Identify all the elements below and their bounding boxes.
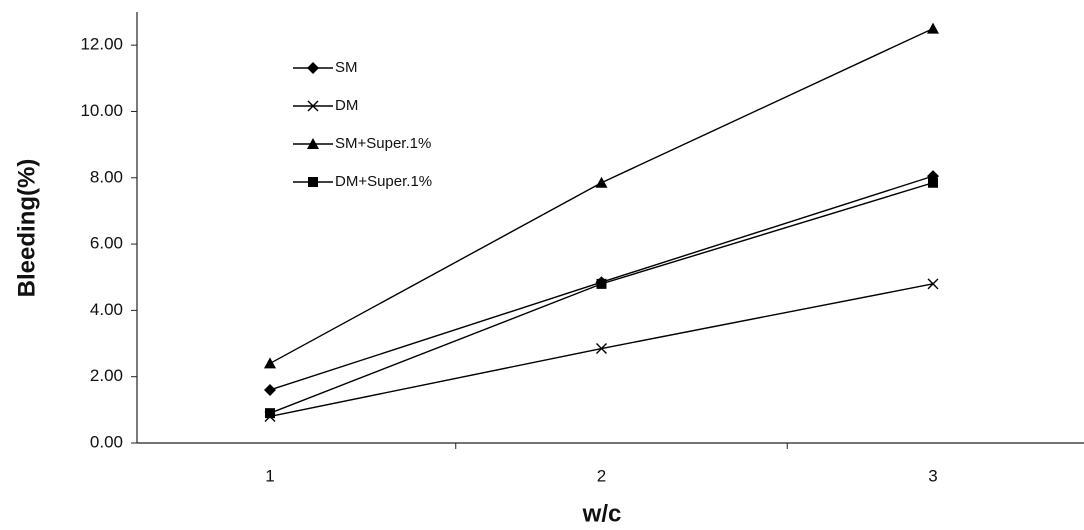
point	[595, 176, 608, 188]
legend-marker	[307, 100, 319, 112]
point	[927, 278, 939, 290]
y-axis-title: Bleeding(%)	[13, 159, 40, 298]
point	[264, 357, 276, 369]
legend-marker	[308, 177, 318, 187]
y-tick-label: 0.00	[90, 432, 123, 451]
legend-label: SM	[335, 59, 358, 76]
legend-marker	[307, 138, 319, 149]
point	[265, 408, 275, 419]
series-line	[269, 283, 934, 418]
point	[264, 383, 276, 396]
x-tick-label: 1	[265, 466, 274, 485]
legend-label: DM+Super.1%	[335, 173, 432, 190]
series-line	[269, 27, 934, 365]
y-tick-label: 4.00	[90, 300, 123, 319]
y-tick-label: 2.00	[90, 366, 123, 385]
legend-label: SM+Super.1%	[335, 135, 431, 152]
y-tick-label: 10.00	[80, 101, 123, 120]
y-tick-label: 6.00	[90, 234, 123, 253]
y-tick-label: 12.00	[80, 35, 123, 54]
x-tick-label: 2	[597, 466, 606, 485]
point	[927, 22, 939, 34]
legend-marker	[307, 62, 319, 74]
legend-label: DM	[335, 97, 358, 114]
point	[928, 177, 938, 188]
point	[596, 278, 607, 289]
x-axis-title: w/c	[582, 500, 622, 527]
point	[596, 343, 607, 355]
y-tick-label: 8.00	[90, 167, 123, 186]
series-line	[269, 182, 934, 414]
x-tick-label: 3	[928, 466, 937, 485]
